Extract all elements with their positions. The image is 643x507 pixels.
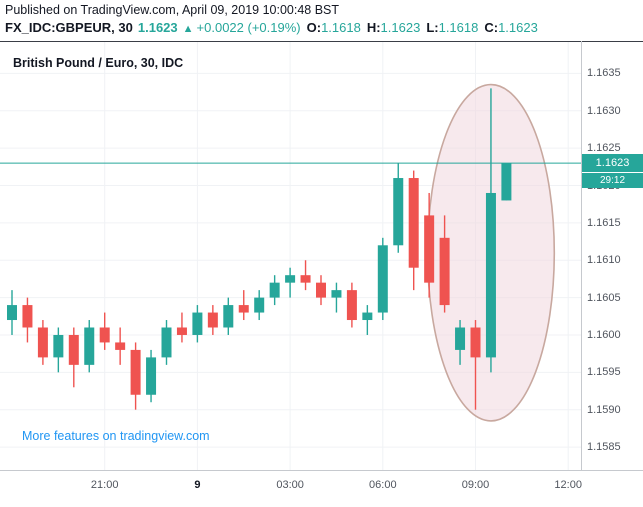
published-line: Published on TradingView.com, April 09, … [5,3,340,17]
ohlc-label: C: [484,20,499,35]
price-tick-label: 1.1610 [587,254,621,267]
time-tick-label: 03:00 [276,479,304,491]
time-tick-label: 12:00 [554,479,582,491]
price-tick-label: 1.1605 [587,291,621,304]
chart-legend: British Pound / Euro, 30, IDC [13,56,184,70]
price-tick-label: 1.1625 [587,142,621,155]
last-price-value: 1.1623 [137,20,178,35]
ohlc-value: 1.1618 [438,20,479,35]
price-tick-label: 1.1630 [587,104,621,117]
price-tick-label: 1.1635 [587,67,621,80]
ohlc-label: O: [306,20,322,35]
symbol-info-line: FX_IDC:GBPEUR, 30 1.1623 ▲ +0.0022 (+0.19%)… [5,20,538,35]
ohlc-label: H: [366,20,381,35]
price-change: +0.0022 (+0.19%) [196,20,301,35]
publish-header: Published on TradingView.com, April 09, … [0,0,643,41]
chart-plot-area[interactable] [0,41,581,470]
price-tick-label: 1.1600 [587,328,621,341]
bar-countdown-badge: 29:12 [582,173,643,188]
time-tick-label: 21:00 [90,479,119,491]
price-tick-label: 1.1585 [587,441,621,454]
time-tick-label: 09:00 [461,479,490,491]
ohlc-values: O:1.1618 H:1.1623 L:1.1618 C:1.1623 [301,20,538,35]
price-tick-label: 1.1595 [587,366,621,379]
price-tick-label: 1.1590 [587,403,621,416]
ohlc-value: 1.1618 [321,20,361,35]
ohlc-label: L: [426,20,439,35]
time-tick-label: 9 [194,479,201,491]
ohlc-value: 1.1623 [498,20,538,35]
promo-link[interactable]: More features on tradingview.com [22,429,210,443]
up-arrow-icon: ▲ [182,23,194,35]
last-price-badge: 1.1623 [582,154,643,172]
symbol-name: FX_IDC:GBPEUR, 30 [5,20,133,35]
price-tick-label: 1.1615 [587,216,621,229]
ohlc-value: 1.1623 [380,20,421,35]
time-tick-label: 06:00 [369,479,397,491]
